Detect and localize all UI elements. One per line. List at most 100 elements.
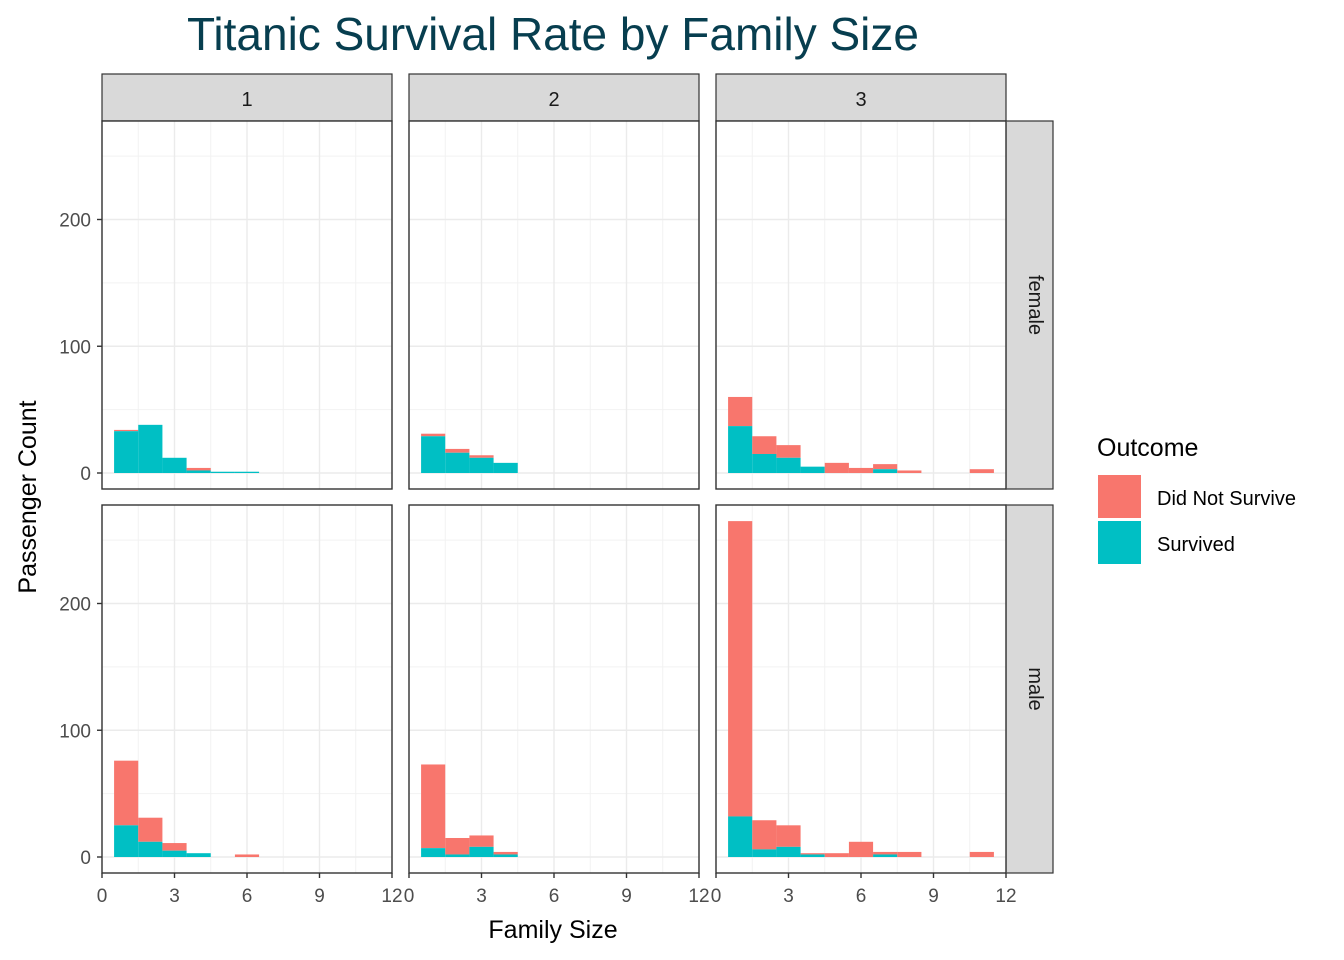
x-tick-label: 6 [856, 886, 867, 907]
col-strip-label: 3 [855, 89, 866, 111]
col-strip-label: 1 [241, 89, 252, 111]
bar-did-not-survive [969, 469, 994, 473]
bar-did-not-survive [234, 854, 260, 857]
panel-male-3 [715, 504, 1007, 874]
x-tick-label: 3 [476, 886, 487, 907]
y-axis-female: 0 100 200 [59, 211, 102, 485]
bar-survived [728, 426, 753, 473]
bar-did-not-survive [848, 841, 874, 857]
x-axis-col-2: 0 3 6 9 12 [404, 873, 710, 907]
x-axis-col-3: 0 3 6 9 12 [711, 873, 1017, 907]
bar-did-not-survive [114, 429, 139, 432]
bar-survived [114, 825, 139, 857]
x-axis-label: Family Size [488, 916, 617, 944]
col-strip-label: 2 [548, 89, 559, 111]
y-tick-label: 100 [59, 337, 91, 358]
bar-survived [210, 471, 235, 473]
bar-did-not-survive [969, 851, 994, 857]
y-axis-male: 0 100 200 [59, 595, 102, 869]
row-strip-female: female [1005, 120, 1054, 490]
bar-survived [186, 853, 211, 857]
panel-border [408, 120, 700, 490]
row-strip-label: male [1024, 667, 1046, 710]
bar-did-not-survive [469, 835, 494, 847]
row-strip-bg [1005, 120, 1054, 490]
bar-survived [728, 816, 753, 857]
bar-did-not-survive [752, 436, 777, 454]
panel-male-1 [101, 504, 393, 874]
bar-survived [776, 846, 801, 857]
bar-survived [469, 846, 494, 857]
x-tick-label: 0 [404, 886, 415, 907]
bar-did-not-survive [728, 396, 753, 427]
panel-border [101, 120, 393, 490]
bar-survived [162, 850, 187, 857]
row-strip-label: female [1024, 275, 1046, 335]
col-strip-2: 2 [408, 73, 700, 122]
bar-did-not-survive [897, 851, 922, 857]
bar-survived [752, 453, 777, 473]
bar-survived [800, 466, 825, 473]
bar-survived [800, 854, 825, 857]
bar-did-not-survive [493, 851, 518, 855]
x-tick-label: 9 [314, 886, 325, 907]
bar-survived [873, 469, 898, 473]
panel-border [715, 120, 1007, 490]
bar-survived [234, 471, 260, 473]
bar-did-not-survive [848, 467, 874, 473]
bar-did-not-survive [114, 760, 139, 826]
bar-did-not-survive [800, 853, 825, 855]
bar-did-not-survive [138, 817, 163, 842]
bar-did-not-survive [824, 853, 849, 857]
panel-male-2 [408, 504, 700, 874]
bar-did-not-survive [445, 837, 470, 855]
bar-survived [776, 457, 801, 473]
y-tick-label: 200 [59, 211, 91, 232]
x-axis-col-1: 0 3 6 9 12 [97, 873, 403, 907]
x-tick-label: 3 [169, 886, 180, 907]
bar-survived [469, 457, 494, 473]
bar-did-not-survive [873, 464, 898, 470]
chart-title: Titanic Survival Rate by Family Size [187, 8, 919, 60]
x-tick-label: 12 [688, 886, 709, 907]
bar-did-not-survive [897, 470, 922, 473]
bar-did-not-survive [445, 448, 470, 453]
x-tick-label: 0 [97, 886, 108, 907]
bar-did-not-survive [162, 843, 187, 851]
bar-survived [162, 457, 187, 473]
bar-survived [421, 436, 446, 473]
x-tick-label: 0 [711, 886, 722, 907]
panel-female-1 [101, 120, 393, 490]
bar-survived [138, 841, 163, 857]
y-tick-label: 200 [59, 595, 91, 616]
panel-female-3 [715, 120, 1007, 490]
y-axis-label: Passenger Count [14, 400, 42, 593]
bar-survived [186, 470, 211, 473]
bar-survived [421, 848, 446, 857]
bar-did-not-survive [776, 445, 801, 458]
bar-survived [114, 431, 139, 473]
col-strip-bg [715, 73, 1007, 122]
col-strip-bg [101, 73, 393, 122]
y-tick-label: 100 [59, 721, 91, 742]
legend-label: Did Not Survive [1157, 488, 1296, 510]
bar-survived [138, 424, 163, 473]
x-tick-label: 9 [621, 886, 632, 907]
row-strip-bg [1005, 504, 1054, 874]
bar-survived [873, 854, 898, 857]
x-tick-label: 9 [928, 886, 939, 907]
bar-did-not-survive [421, 764, 446, 849]
bar-survived [445, 854, 470, 857]
y-tick-label: 0 [80, 848, 91, 869]
legend-item: Survived [1098, 521, 1235, 564]
col-strip-3: 3 [715, 73, 1007, 122]
legend: Outcome Did Not Survive Survived [1097, 434, 1296, 564]
bar-survived [493, 854, 518, 857]
legend-item: Did Not Survive [1098, 475, 1296, 518]
legend-label: Survived [1157, 534, 1235, 556]
legend-swatch [1098, 521, 1141, 564]
panel-female-2 [408, 120, 700, 490]
bar-survived [493, 462, 518, 473]
x-tick-label: 12 [381, 886, 402, 907]
